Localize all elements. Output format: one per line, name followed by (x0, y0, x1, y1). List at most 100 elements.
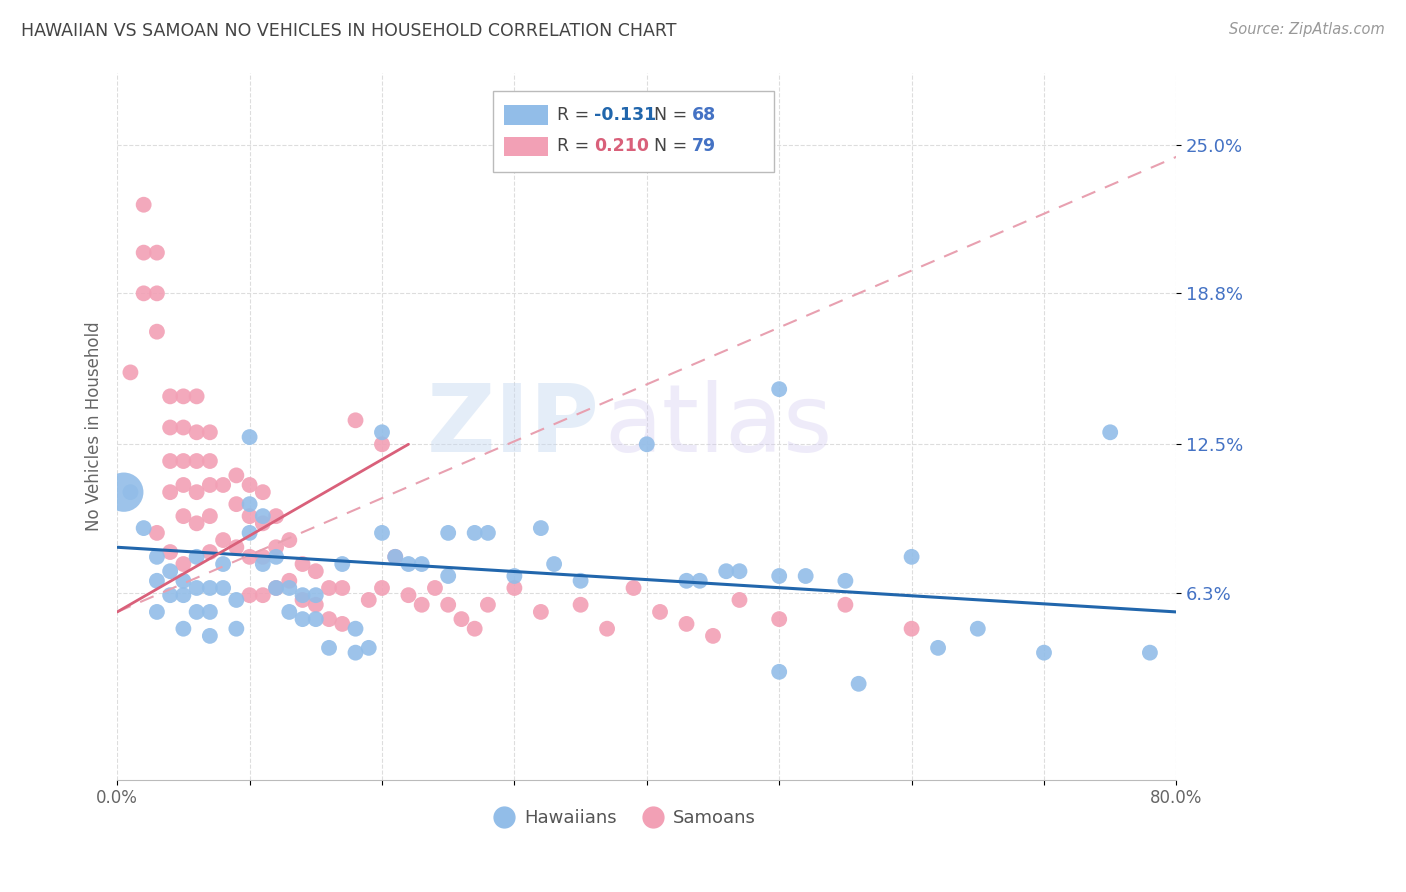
Point (239, 525, 262, 540)
Point (252, 516, 274, 531)
Point (716, 564, 738, 578)
Point (768, 612, 790, 626)
Point (768, 665, 790, 679)
Point (291, 612, 314, 626)
Point (225, 541, 247, 555)
Point (212, 581, 235, 595)
Point (186, 605, 208, 619)
Point (239, 430, 262, 444)
Point (330, 616, 353, 631)
Point (132, 286, 155, 301)
Point (264, 509, 287, 524)
Point (623, 581, 645, 595)
FancyBboxPatch shape (503, 136, 548, 156)
Point (464, 622, 486, 636)
Point (291, 593, 314, 607)
Point (423, 581, 446, 595)
Point (264, 581, 287, 595)
Point (186, 549, 208, 564)
Point (966, 622, 988, 636)
Point (503, 569, 526, 583)
Point (146, 245, 169, 260)
Point (252, 557, 274, 571)
Point (186, 454, 208, 468)
Point (278, 581, 301, 595)
FancyBboxPatch shape (494, 91, 773, 172)
Text: HAWAIIAN VS SAMOAN NO VEHICLES IN HOUSEHOLD CORRELATION CHART: HAWAIIAN VS SAMOAN NO VEHICLES IN HOUSEH… (21, 22, 676, 40)
Point (636, 437, 658, 451)
Point (159, 454, 181, 468)
Legend: Hawaiians, Samoans: Hawaiians, Samoans (488, 802, 763, 834)
Text: R =: R = (557, 137, 595, 155)
Point (159, 588, 181, 602)
Point (212, 478, 235, 492)
Point (384, 549, 406, 564)
Point (794, 569, 817, 583)
Point (596, 622, 619, 636)
Point (318, 612, 340, 626)
Point (330, 581, 353, 595)
Point (198, 581, 221, 595)
Point (543, 557, 565, 571)
Point (264, 581, 287, 595)
Point (225, 497, 247, 511)
Point (172, 389, 194, 403)
Point (305, 588, 328, 602)
Point (437, 525, 460, 540)
Point (834, 598, 856, 612)
Point (159, 485, 181, 500)
Point (411, 557, 433, 571)
Point (900, 622, 922, 636)
Point (172, 557, 194, 571)
Point (112, 485, 135, 500)
Point (305, 564, 328, 578)
Point (371, 581, 394, 595)
Point (146, 286, 169, 301)
Point (900, 549, 922, 564)
Point (239, 478, 262, 492)
Point (239, 509, 262, 524)
Point (172, 509, 194, 524)
Point (252, 588, 274, 602)
Point (198, 425, 221, 440)
Point (146, 549, 169, 564)
Point (198, 454, 221, 468)
Point (648, 605, 671, 619)
Point (689, 574, 711, 588)
Point (371, 525, 394, 540)
Text: 79: 79 (692, 137, 717, 155)
Point (225, 622, 247, 636)
Point (768, 382, 790, 396)
Text: N =: N = (654, 105, 693, 124)
Point (569, 574, 592, 588)
Point (927, 640, 949, 655)
Point (530, 521, 553, 535)
Text: -0.131: -0.131 (593, 105, 657, 124)
Point (198, 478, 221, 492)
Point (172, 622, 194, 636)
Point (477, 525, 499, 540)
FancyBboxPatch shape (503, 104, 548, 125)
Point (278, 533, 301, 547)
Point (834, 574, 856, 588)
Point (159, 564, 181, 578)
Point (239, 549, 262, 564)
Point (1099, 425, 1122, 440)
Point (318, 581, 340, 595)
Point (172, 454, 194, 468)
Point (318, 640, 340, 655)
Point (344, 646, 367, 660)
Point (146, 605, 169, 619)
Point (1033, 646, 1056, 660)
Point (450, 612, 472, 626)
Point (212, 533, 235, 547)
Point (132, 245, 155, 260)
Point (437, 598, 460, 612)
Point (344, 622, 367, 636)
Point (291, 557, 314, 571)
Point (264, 541, 287, 555)
Point (357, 640, 380, 655)
Point (1139, 646, 1161, 660)
Point (371, 437, 394, 451)
Point (848, 677, 870, 691)
